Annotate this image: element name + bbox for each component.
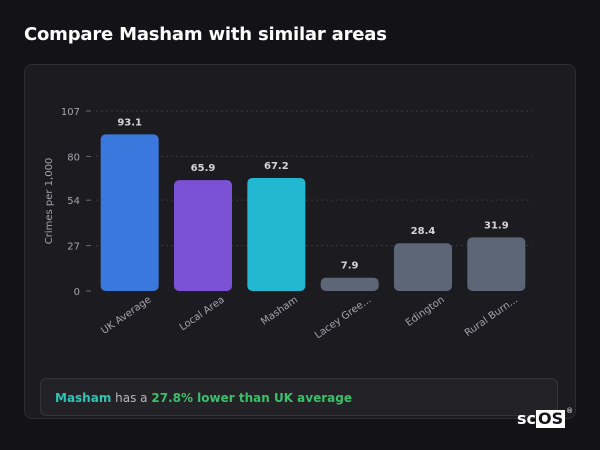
y-tick-label: 0 [74,287,80,298]
bar[interactable] [174,180,232,291]
bar-value-label: 28.4 [411,226,436,237]
bar-value-label: 31.9 [484,220,509,231]
y-tick-label: 54 [67,196,80,207]
bar-value-label: 7.9 [341,261,359,272]
bar-value-label: 65.9 [191,163,216,174]
x-tick-label: Masham [259,294,300,327]
y-axis-title: Crimes per 1,000 [44,158,55,245]
x-axis-labels: UK Average Local Area Masham Lacey Gree... E… [99,294,520,341]
bar[interactable] [100,134,159,291]
bar[interactable] [467,237,526,291]
bar-value-label: 67.2 [264,161,289,172]
brand-logo: sc OS ® [517,407,574,430]
bars: 93.1 65.9 67.2 7.9 28.4 31.9 [100,117,526,291]
gridlines [96,110,532,247]
x-tick-label: UK Average [99,294,153,336]
x-tick-label: Lacey Gree... [313,294,373,341]
y-tick-label: 80 [67,152,80,163]
x-tick-label: Local Area [178,294,227,333]
insight-area-name: Masham [55,391,112,405]
y-axis: 0 27 54 80 107 Crimes per 1,000 [44,107,91,298]
brand-prefix: sc [517,409,537,428]
y-tick-label: 27 [67,242,80,253]
bar[interactable] [247,177,306,291]
bar-value-label: 93.1 [117,117,142,128]
bar[interactable] [320,277,379,291]
x-tick-label: Rural Burn... [463,294,520,339]
registered-mark: ® [566,407,574,415]
brand-boxed: OS [536,409,566,428]
bar[interactable] [394,243,452,291]
y-tick-label: 107 [61,107,80,118]
insight-middle-text: has a [115,391,148,405]
page-title: Compare Masham with similar areas [24,24,387,45]
insight-comparison: 27.8% lower than UK average [151,391,352,405]
x-tick-label: Edington [404,294,447,329]
insight-banner: Masham has a 27.8% lower than UK average [40,378,558,416]
